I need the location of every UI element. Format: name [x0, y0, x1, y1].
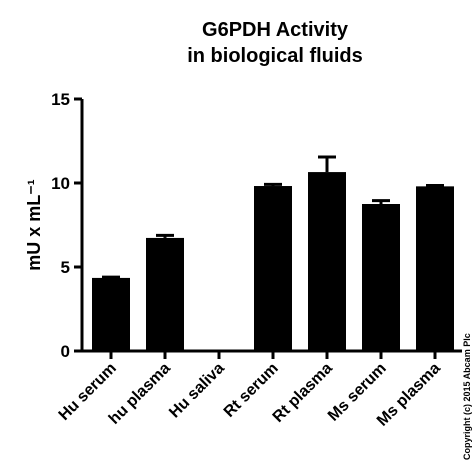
y-axis-label: mU x mL⁻¹: [24, 179, 44, 271]
y-tick-label: 10: [51, 174, 70, 193]
bar: [92, 277, 130, 351]
copyright: Copyright (c) 2015 Abcam Plc: [462, 333, 472, 460]
bar: [308, 172, 346, 351]
x-tick-label: Rt plasma: [270, 360, 336, 426]
y-tick-label: 0: [61, 342, 70, 361]
bar: [146, 237, 184, 351]
x-tick-label: Hu saliva: [166, 360, 228, 422]
bar: [362, 204, 400, 351]
y-tick-label: 15: [51, 90, 70, 109]
chart-title: G6PDH Activity: [202, 19, 349, 41]
y-tick-label: 5: [61, 258, 70, 277]
bar: [254, 186, 292, 351]
bar: [416, 186, 454, 351]
chart-title: in biological fluids: [187, 45, 363, 67]
